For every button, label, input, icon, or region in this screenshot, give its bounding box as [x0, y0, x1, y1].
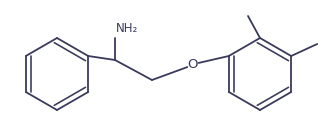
Text: O: O — [188, 58, 198, 72]
Text: NH₂: NH₂ — [116, 22, 138, 35]
